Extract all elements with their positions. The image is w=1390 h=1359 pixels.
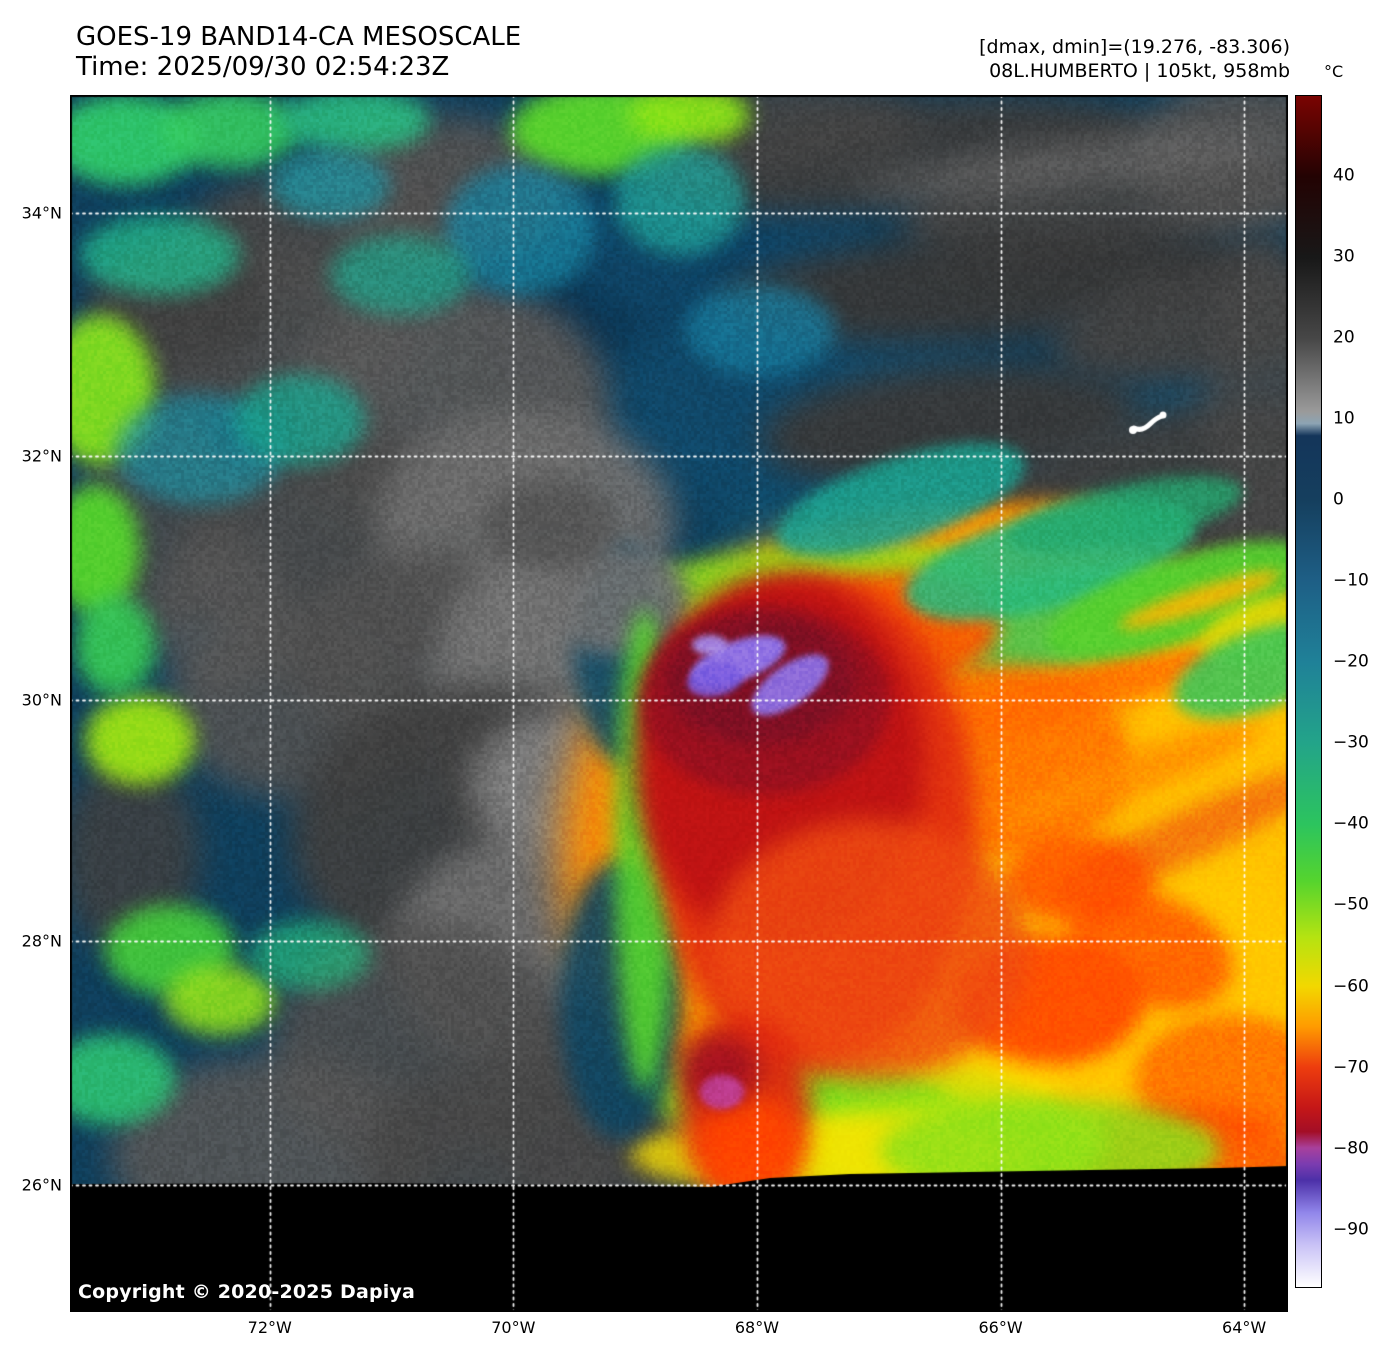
- storm-info-readout: 08L.HUMBERTO | 105kt, 958mb: [989, 60, 1290, 82]
- colorbar-tick-label: 30: [1333, 246, 1355, 267]
- longitude-tick-label: 68°W: [734, 1318, 780, 1337]
- colorbar-tick-label: 0: [1333, 489, 1344, 510]
- longitude-tick-label: 66°W: [978, 1318, 1023, 1337]
- colorbar-tick-label: −10: [1333, 570, 1369, 591]
- longitude-tick-label: 70°W: [491, 1318, 536, 1337]
- latitude-tick-label: 28°N: [21, 931, 62, 951]
- colorbar-tick-label: −80: [1333, 1138, 1369, 1159]
- dmax-dmin-readout: [dmax, dmin]=(19.276, -83.306): [979, 36, 1290, 58]
- latitude-tick-label: 30°N: [21, 690, 62, 710]
- colorbar-tick-label: 20: [1333, 327, 1355, 348]
- colorbar-tick-label: −70: [1333, 1057, 1369, 1078]
- colorbar-unit-label: °C: [1324, 62, 1344, 81]
- longitude-tick-label: 72°W: [247, 1318, 292, 1337]
- colorbar-tick-label: 40: [1333, 165, 1355, 186]
- satellite-map: Copyright © 2020-2025 Dapiya: [70, 95, 1288, 1312]
- colorbar-tick-label: −30: [1333, 732, 1369, 753]
- colorbar-tick-label: 10: [1333, 408, 1355, 429]
- satellite-imagery-canvas: [70, 95, 1288, 1312]
- colorbar-tick-label: −20: [1333, 651, 1369, 672]
- colorbar-tick-label: −90: [1333, 1219, 1369, 1240]
- latitude-tick-label: 34°N: [21, 203, 62, 223]
- colorbar-tick-label: −60: [1333, 976, 1369, 997]
- latitude-tick-label: 26°N: [21, 1175, 62, 1195]
- colorbar-tick-label: −40: [1333, 814, 1369, 835]
- colorbar: [1295, 95, 1322, 1288]
- longitude-tick-label: 64°W: [1222, 1318, 1267, 1337]
- timestamp-label: Time: 2025/09/30 02:54:23Z: [76, 52, 450, 82]
- latitude-tick-label: 32°N: [21, 446, 62, 466]
- copyright-watermark: Copyright © 2020-2025 Dapiya: [78, 1281, 416, 1303]
- colorbar-tick-label: −50: [1333, 895, 1369, 916]
- page-title: GOES-19 BAND14-CA MESOSCALE: [76, 22, 522, 52]
